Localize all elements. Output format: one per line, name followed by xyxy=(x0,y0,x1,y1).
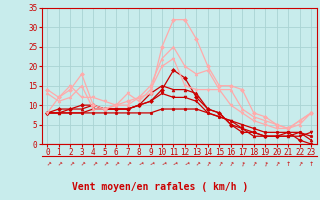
Text: ↑: ↑ xyxy=(55,161,62,169)
Text: ↑: ↑ xyxy=(101,161,108,169)
Text: ↑: ↑ xyxy=(204,162,212,168)
Text: ↑: ↑ xyxy=(113,161,120,169)
Text: ↑: ↑ xyxy=(67,161,74,169)
Text: ↑: ↑ xyxy=(147,161,154,169)
Text: ↑: ↑ xyxy=(285,162,291,168)
Text: ↑: ↑ xyxy=(170,161,177,169)
Text: ↑: ↑ xyxy=(227,162,234,168)
Text: ↑: ↑ xyxy=(273,162,280,168)
Text: ↑: ↑ xyxy=(78,161,85,169)
Text: ↑: ↑ xyxy=(216,162,223,168)
Text: ↑: ↑ xyxy=(124,161,131,169)
Text: ↑: ↑ xyxy=(90,161,97,169)
Text: ↑: ↑ xyxy=(158,161,165,169)
Text: ↑: ↑ xyxy=(296,162,303,168)
Text: ↑: ↑ xyxy=(193,161,200,169)
Text: ↑: ↑ xyxy=(308,162,314,168)
Text: ↑: ↑ xyxy=(181,161,188,169)
Text: Vent moyen/en rafales ( km/h ): Vent moyen/en rafales ( km/h ) xyxy=(72,182,248,192)
Text: ↑: ↑ xyxy=(262,162,268,168)
Text: ↑: ↑ xyxy=(136,161,142,169)
Text: ↑: ↑ xyxy=(239,162,245,168)
Text: ↑: ↑ xyxy=(250,162,257,168)
Text: ↑: ↑ xyxy=(44,161,51,169)
